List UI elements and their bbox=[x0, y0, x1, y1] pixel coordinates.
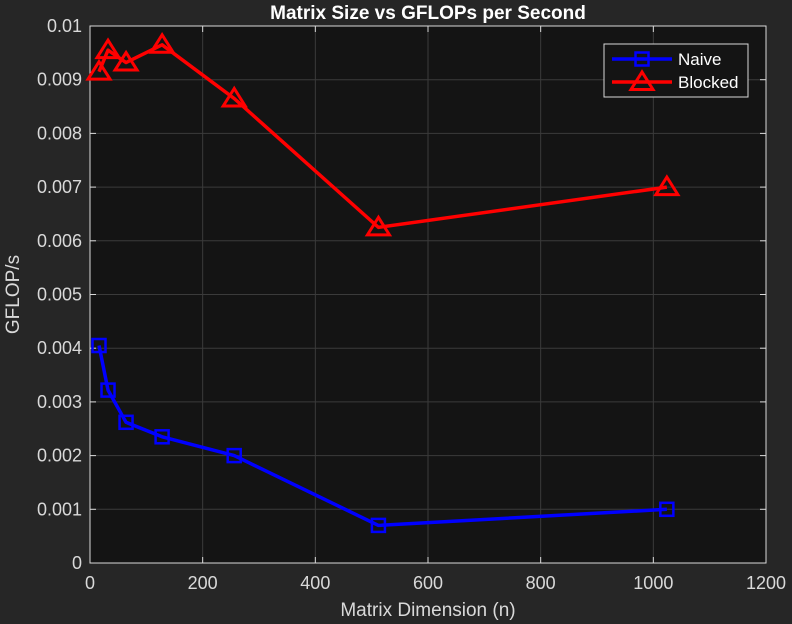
legend-label-naive: Naive bbox=[678, 50, 721, 69]
series-line-blocked bbox=[97, 43, 668, 230]
y-tick-label: 0.01 bbox=[47, 16, 82, 36]
data-point-naive bbox=[118, 414, 134, 431]
legend-label-blocked: Blocked bbox=[678, 73, 738, 92]
y-tick-label: 0.002 bbox=[37, 446, 82, 466]
legend-marker-naive bbox=[634, 51, 650, 67]
x-tick-label: 1000 bbox=[633, 573, 673, 593]
data-series bbox=[85, 31, 681, 534]
y-tick-label: 0 bbox=[72, 553, 82, 573]
series-blocked bbox=[85, 31, 681, 237]
x-tick-label: 800 bbox=[526, 573, 556, 593]
axis-ticks: 0 200 400 600 800 1000 1200 0 0.001 0.002 0.003 0.0… bbox=[37, 16, 786, 593]
data-point-naive bbox=[226, 447, 242, 464]
data-point-naive bbox=[370, 517, 387, 534]
x-tick-label: 200 bbox=[188, 573, 218, 593]
data-point-naive bbox=[91, 337, 107, 354]
series-naive bbox=[91, 337, 675, 534]
y-axis-label: GFLOP/s bbox=[3, 255, 24, 334]
legend: Naive Blocked bbox=[603, 43, 749, 98]
data-point-naive bbox=[100, 382, 116, 398]
legend-box bbox=[603, 43, 749, 98]
x-axis-label: Matrix Dimension (n) bbox=[340, 600, 515, 621]
x-tick-label: 600 bbox=[413, 573, 443, 593]
x-tick-label: 400 bbox=[300, 573, 330, 593]
legend-item-blocked: Blocked bbox=[612, 69, 738, 92]
data-point-naive bbox=[154, 429, 170, 445]
data-point-blocked bbox=[85, 58, 113, 81]
series-line-naive bbox=[97, 345, 667, 528]
y-tick-label: 0.008 bbox=[37, 123, 82, 143]
y-tick-label: 0.001 bbox=[37, 499, 82, 519]
chart-title: Matrix Size vs GFLOPs per Second bbox=[270, 3, 586, 24]
y-tick-label: 0.003 bbox=[37, 392, 82, 412]
legend-marker-blocked bbox=[628, 69, 656, 91]
data-point-blocked bbox=[112, 49, 140, 72]
data-point-blocked bbox=[94, 37, 122, 60]
y-tick-label: 0.009 bbox=[37, 70, 82, 90]
y-tick-label: 0.004 bbox=[37, 338, 82, 358]
y-tick-label: 0.007 bbox=[37, 177, 82, 197]
legend-item-naive: Naive bbox=[612, 50, 721, 69]
data-point-naive bbox=[659, 501, 675, 518]
data-point-blocked bbox=[148, 31, 176, 54]
y-tick-label: 0.006 bbox=[37, 231, 82, 251]
y-tick-label: 0.005 bbox=[37, 285, 82, 305]
data-point-blocked bbox=[364, 214, 393, 237]
x-tick-label: 1200 bbox=[746, 573, 786, 593]
grid-lines bbox=[90, 26, 766, 563]
data-point-blocked bbox=[653, 174, 681, 197]
x-tick-label: 0 bbox=[85, 573, 95, 593]
data-point-blocked bbox=[220, 85, 248, 108]
